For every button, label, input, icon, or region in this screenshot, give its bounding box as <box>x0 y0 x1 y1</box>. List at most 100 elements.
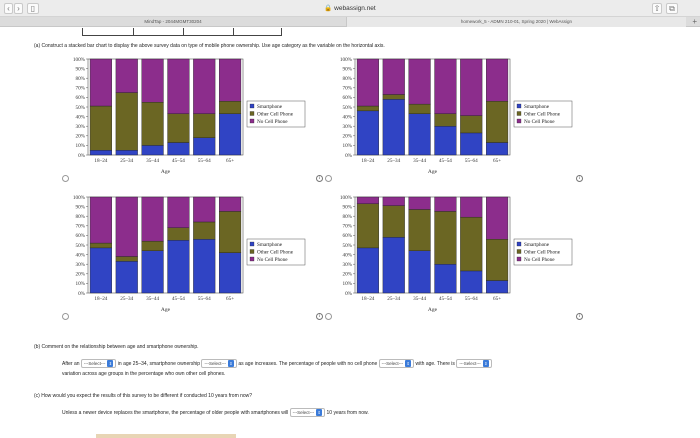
legend-label: Smartphone <box>524 242 550 248</box>
bar-segment-no-cell-phone <box>89 196 112 244</box>
part-c-text: Unless a newer device replaces the smart… <box>62 409 289 416</box>
bar-segment-smartphone <box>115 261 138 294</box>
x-tick-label: 45–54 <box>439 158 452 164</box>
x-tick-label: 18–24 <box>361 296 374 302</box>
y-tick-label: 10% <box>75 281 85 287</box>
new-tab-button[interactable]: + <box>692 17 697 26</box>
forward-button[interactable]: › <box>14 3 23 14</box>
y-tick-label: 70% <box>342 224 352 230</box>
bar-segment-smartphone <box>382 237 405 294</box>
bar-segment-other-cell-phone <box>434 211 457 265</box>
select-dropdown[interactable]: ---Select--- ⇕ <box>289 408 326 417</box>
bar-segment-no-cell-phone <box>115 196 138 257</box>
y-tick-label: 40% <box>342 252 352 258</box>
y-tick-label: 100% <box>73 195 86 201</box>
select-dropdown[interactable]: ---Select--- ⇕ <box>201 359 237 368</box>
radio-chart-3[interactable] <box>62 313 69 320</box>
address-bar[interactable]: 🔒 webassign.net <box>272 4 428 14</box>
bar-segment-no-cell-phone <box>486 58 509 102</box>
legend-label: No Cell Phone <box>524 119 555 125</box>
dropdown-arrow-icon: ⇕ <box>316 409 323 416</box>
chart-svg: 0% 10% 20% 30% 40% 50% 60% 70% 80% 90% 100% 18–24 25… <box>73 57 306 175</box>
select-dropdown[interactable]: ---Select--- ⇕ <box>456 359 492 368</box>
bar-segment-no-cell-phone <box>141 58 164 103</box>
y-tick-label: 90% <box>342 204 352 210</box>
bar-segment-smartphone <box>141 145 164 156</box>
part-b-text: variation across age groups in the perce… <box>62 371 226 377</box>
legend-swatch <box>249 249 255 254</box>
tab-mindtap[interactable]: MindTap - 2044MGMT30204 <box>0 17 346 27</box>
bar-segment-no-cell-phone <box>408 196 431 210</box>
bar-segment-no-cell-phone <box>219 58 242 102</box>
bar-segment-smartphone <box>219 252 242 294</box>
x-tick-label: 65+ <box>226 158 234 164</box>
y-tick-label: 70% <box>342 86 352 92</box>
y-tick-label: 60% <box>75 95 85 101</box>
y-tick-label: 10% <box>342 143 352 149</box>
select-dropdown[interactable]: ---Select--- ⇕ <box>378 359 415 368</box>
bar-segment-other-cell-phone <box>382 205 405 238</box>
part-b-text: as age increases. The percentage of peop… <box>238 360 378 367</box>
legend-label: Other Cell Phone <box>257 111 294 117</box>
bar-segment-no-cell-phone <box>356 58 379 107</box>
select-dropdown[interactable]: ---Select--- ⇕ <box>80 359 117 368</box>
select-value: ---Select--- <box>459 361 481 366</box>
legend <box>246 238 306 266</box>
y-tick-label: 80% <box>342 76 352 82</box>
bar-segment-no-cell-phone <box>167 58 190 114</box>
chart-svg: 0% 10% 20% 30% 40% 50% 60% 70% 80% 90% 100% 18–24 25… <box>340 57 573 175</box>
bar-segment-smartphone <box>115 149 138 156</box>
y-tick-label: 100% <box>340 195 353 201</box>
radio-chart-4[interactable] <box>325 313 332 320</box>
x-tick-label: 65+ <box>493 296 501 302</box>
x-tick-label: 35–44 <box>413 158 426 164</box>
y-tick-label: 20% <box>75 272 85 278</box>
info-icon[interactable]: i <box>576 175 583 182</box>
info-icon[interactable]: i <box>576 313 583 320</box>
sidebar-icon[interactable]: ▯ <box>27 3 39 14</box>
bar-segment-no-cell-phone <box>460 196 483 218</box>
info-icon[interactable]: i <box>316 175 323 182</box>
y-tick-label: 50% <box>75 105 85 111</box>
bar-segment-other-cell-phone <box>89 242 112 249</box>
radio-chart-1[interactable] <box>62 175 69 182</box>
browser-toolbar: ‹ › ▯ 🔒 webassign.net ⇧ ⧉ <box>0 0 700 17</box>
stacked-bar-chart-2: 0% 10% 20% 30% 40% 50% 60% 70% 80% 90% 100% 18–24 25… <box>325 56 575 176</box>
info-icon[interactable]: i <box>316 313 323 320</box>
legend-swatch <box>249 241 255 247</box>
select-value: ---Select--- <box>292 410 315 415</box>
y-tick-label: 20% <box>342 134 352 140</box>
bar-segment-no-cell-phone <box>460 58 483 116</box>
y-tick-label: 50% <box>342 243 352 249</box>
bar-segment-no-cell-phone <box>193 196 216 223</box>
x-tick-label: 45–54 <box>172 158 185 164</box>
dropdown-arrow-icon: ⇕ <box>107 360 114 367</box>
x-tick-label: 35–44 <box>413 296 426 302</box>
bar-segment-other-cell-phone <box>434 113 457 127</box>
bar-segment-smartphone <box>89 247 112 294</box>
radio-chart-2[interactable] <box>325 175 332 182</box>
bar-segment-smartphone <box>141 250 164 294</box>
legend-label: No Cell Phone <box>257 119 288 125</box>
bar-segment-other-cell-phone <box>193 113 216 138</box>
x-tick-label: 18–24 <box>94 296 107 302</box>
bar-segment-other-cell-phone <box>167 227 190 241</box>
bar-segment-smartphone <box>167 240 190 294</box>
legend <box>513 100 573 128</box>
x-axis-label: Age <box>161 307 171 313</box>
legend-swatch <box>516 256 522 262</box>
bar-segment-smartphone <box>460 270 483 294</box>
x-tick-label: 18–24 <box>361 158 374 164</box>
tab-homework[interactable]: homework_5 - ADMN 210-01, Spring 2020 | … <box>346 17 686 27</box>
share-icon[interactable]: ⇧ <box>652 3 662 14</box>
legend-swatch <box>516 103 522 109</box>
bar-segment-no-cell-phone <box>219 196 242 212</box>
tabs-icon[interactable]: ⧉ <box>666 3 678 14</box>
bar-segment-other-cell-phone <box>486 101 509 143</box>
bar-segment-no-cell-phone <box>141 196 164 242</box>
y-tick-label: 50% <box>75 243 85 249</box>
bar-segment-other-cell-phone <box>486 239 509 281</box>
x-tick-label: 25–34 <box>120 158 133 164</box>
back-button[interactable]: ‹ <box>4 3 13 14</box>
page-content: (a) Construct a stacked bar chart to dis… <box>0 28 700 438</box>
